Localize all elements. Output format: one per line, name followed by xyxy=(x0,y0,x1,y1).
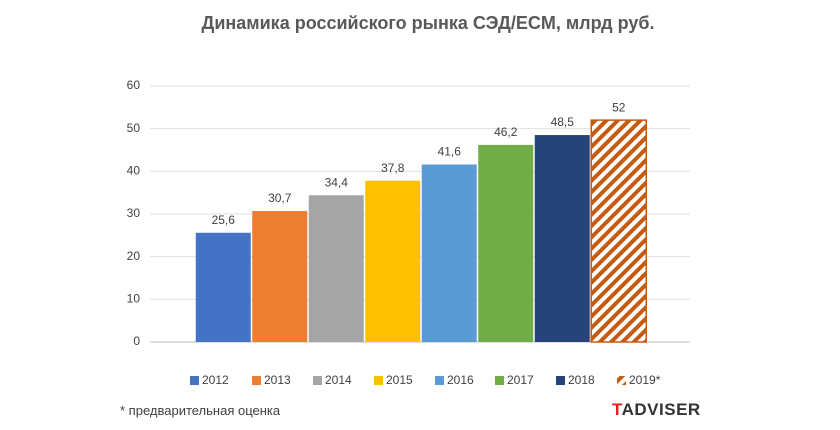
legend-label: 2016 xyxy=(447,373,474,387)
value-label: 37,8 xyxy=(381,161,405,175)
bar xyxy=(534,135,590,342)
value-label: 34,4 xyxy=(325,175,349,189)
footnote: * предварительная оценка xyxy=(120,403,281,418)
y-tick-label: 30 xyxy=(127,206,141,220)
chart-title: Динамика российского рынка СЭД/ECM, млрд… xyxy=(202,13,655,33)
y-tick-label: 60 xyxy=(127,78,141,92)
value-label: 41,6 xyxy=(438,145,462,159)
legend-swatch xyxy=(190,376,199,385)
legend-swatch xyxy=(495,376,504,385)
bar xyxy=(590,119,647,343)
y-tick-label: 0 xyxy=(133,334,140,348)
y-tick-label: 20 xyxy=(127,249,141,263)
value-label: 48,5 xyxy=(551,115,575,129)
legend-label: 2014 xyxy=(325,373,352,387)
y-tick-label: 10 xyxy=(127,292,141,306)
legend-label: 2018 xyxy=(568,373,595,387)
legend-swatch xyxy=(617,376,626,385)
logo: TADVISER xyxy=(612,400,701,419)
bar xyxy=(252,211,308,342)
bar xyxy=(308,195,364,342)
legend-swatch xyxy=(556,376,565,385)
legend-swatch xyxy=(435,376,444,385)
value-label: 46,2 xyxy=(494,125,518,139)
bar xyxy=(365,180,421,342)
legend-label: 2017 xyxy=(507,373,534,387)
legend-swatch xyxy=(313,376,322,385)
legend-swatch xyxy=(374,376,383,385)
y-tick-label: 40 xyxy=(127,164,141,178)
legend-label: 2019* xyxy=(629,373,661,387)
legend-swatch xyxy=(252,376,261,385)
bar xyxy=(421,164,477,342)
value-label: 25,6 xyxy=(212,213,236,227)
y-tick-label: 50 xyxy=(127,121,141,135)
legend-label: 2012 xyxy=(202,373,229,387)
bar xyxy=(478,144,534,342)
legend-label: 2013 xyxy=(264,373,291,387)
bar xyxy=(195,232,251,342)
value-label: 52 xyxy=(612,100,626,114)
legend-label: 2015 xyxy=(386,373,413,387)
value-label: 30,7 xyxy=(268,191,292,205)
